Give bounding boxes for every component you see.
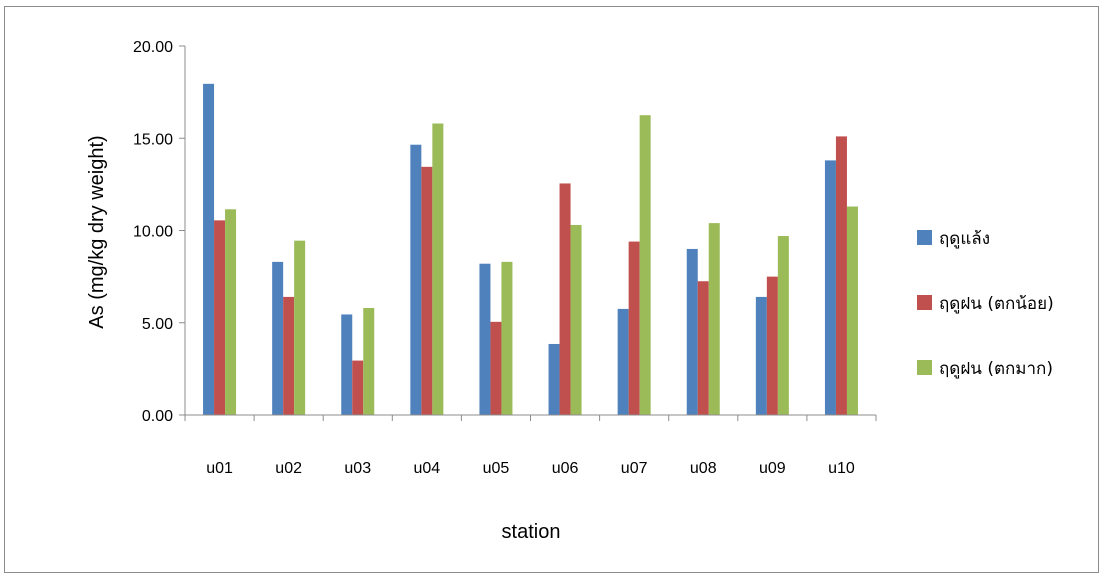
- bar-u05-series-3: [501, 261, 513, 415]
- bar-u04-series-1: [410, 144, 422, 415]
- x-tick-label-u02: u02: [275, 460, 302, 477]
- bar-u03-series-1: [341, 314, 353, 415]
- bar-u04-series-2: [421, 166, 433, 415]
- x-tick-label-u10: u10: [828, 460, 855, 477]
- x-tick-label-u09: u09: [759, 460, 786, 477]
- bar-u01-series-3: [225, 209, 237, 415]
- y-tick-label: 20.00: [133, 39, 173, 56]
- bar-u09-series-1: [755, 296, 767, 415]
- bar-u09-series-2: [766, 276, 778, 415]
- bar-u06-series-3: [570, 224, 582, 415]
- bar-u10-series-3: [846, 206, 858, 415]
- y-axis: 0.00 5.00 10.00 15.00 20.00: [133, 39, 186, 425]
- x-tick-label-u06: u06: [552, 460, 579, 477]
- x-tick-label-u04: u04: [413, 460, 440, 477]
- bar-u08-series-1: [686, 248, 698, 415]
- y-tick-label: 15.00: [133, 131, 173, 148]
- y-axis-title: As (mg/kg dry weight): [86, 135, 108, 328]
- bar-u01-series-2: [214, 220, 226, 415]
- y-tick-label: 0.00: [142, 408, 173, 425]
- bar-u03-series-3: [363, 307, 375, 415]
- bar-u02-series-3: [294, 240, 306, 415]
- bar-u07-series-2: [628, 241, 640, 415]
- x-axis: u01 u02 u03 u04 u05 u06 u07 u08 u09 u10: [184, 414, 877, 477]
- bar-u02-series-2: [283, 296, 295, 415]
- legend-label-2: ฤดูฝน (ตกน้อย): [939, 294, 1054, 314]
- legend-label-3: ฤดูฝน (ตกมาก): [939, 359, 1053, 379]
- x-tick-label-u07: u07: [621, 460, 648, 477]
- legend-swatch-2: [917, 295, 932, 310]
- bar-u09-series-3: [777, 236, 789, 415]
- legend-swatch-1: [917, 230, 932, 245]
- bar-u05-series-2: [490, 321, 502, 415]
- bar-u10-series-2: [835, 136, 847, 415]
- bar-u08-series-2: [697, 281, 709, 415]
- x-tick-label-u08: u08: [690, 460, 717, 477]
- bar-u06-series-2: [559, 183, 571, 415]
- bar-u08-series-3: [708, 223, 720, 415]
- x-tick-label-u03: u03: [344, 460, 371, 477]
- legend-swatch-3: [917, 360, 932, 375]
- plot-area: [203, 83, 858, 416]
- bar-u02-series-1: [272, 261, 284, 415]
- chart-frame: [4, 6, 1099, 573]
- y-tick-label: 5.00: [142, 316, 173, 333]
- bar-u05-series-1: [479, 263, 491, 415]
- bar-u03-series-2: [352, 360, 364, 415]
- bar-u10-series-1: [824, 160, 836, 415]
- bar-u01-series-1: [203, 83, 215, 415]
- x-axis-title: station: [502, 521, 561, 543]
- bar-u07-series-1: [617, 308, 629, 415]
- bar-u04-series-3: [432, 123, 444, 416]
- y-tick-label: 10.00: [133, 224, 173, 241]
- bar-u06-series-1: [548, 343, 560, 415]
- x-tick-label-u05: u05: [483, 460, 510, 477]
- legend-label-1: ฤดูแล้ง: [939, 229, 990, 249]
- x-tick-label-u01: u01: [206, 460, 233, 477]
- legend: ฤดูแล้งฤดูฝน (ตกน้อย) ฤดูฝน (ตกมาก): [917, 229, 1054, 379]
- bar-u07-series-3: [639, 115, 651, 415]
